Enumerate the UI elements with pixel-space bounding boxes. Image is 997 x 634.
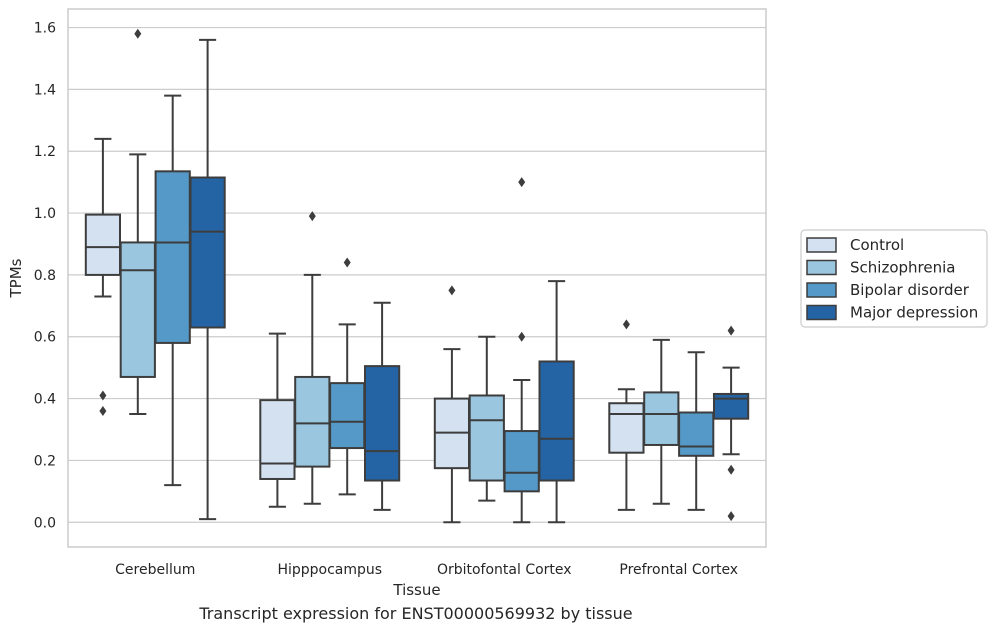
y-tick-label: 0.6 [34,330,56,346]
box-bipolar-disorder [154,94,191,487]
box-major-depression [189,38,226,521]
x-tick-label: Cerebellum [115,562,195,578]
y-tick-label: 0.2 [34,453,56,469]
box-major-depression [363,301,401,511]
box-schizophrenia [468,335,505,502]
x-tick-label: Hipppocampus [277,562,382,578]
outlier-point [727,464,735,475]
box-iqr [363,365,401,482]
x-tick-labels: Cerebellum Hipppocampus Orbitofontal Corte… [115,562,738,578]
outlier-point [308,211,316,222]
box-iqr [678,411,715,457]
box-bipolar-disorder [329,257,366,496]
box-iqr [119,241,156,378]
outlier-point [343,257,351,268]
box-control [259,332,296,508]
legend-frame [800,229,988,328]
box-major-depression [712,325,750,522]
y-axis-label: TPMs [7,258,25,298]
plot-area-frame [67,8,767,548]
box-iqr [329,382,366,450]
box-iqr [294,375,331,468]
box-iqr [643,391,680,446]
y-tick-label: 1.6 [34,21,56,37]
outlier-point [727,511,735,522]
y-tick-label: 1.0 [34,206,56,222]
outlier-point [727,325,735,336]
outlier-point [518,177,526,188]
outlier-point [518,331,526,342]
box-iqr [84,213,122,276]
y-tick-label: 0.8 [34,268,56,284]
legend-swatch [806,282,837,298]
legend-label: Schizophrenia [850,259,955,277]
box-iqr [259,399,296,480]
legend-swatch [806,304,837,321]
outlier-point [448,285,456,296]
y-tick-label: 0.0 [34,515,56,531]
box-major-depression [538,280,575,524]
outlier-point [99,390,107,401]
figure-caption: Transcript expression for ENST0000056993… [199,604,633,623]
x-axis-label: Tissue [392,581,440,599]
box-groups [84,28,750,524]
legend-label: Bipolar disorder [850,281,970,299]
y-tick-label: 0.4 [34,392,56,408]
box-control [433,285,471,524]
box-iqr [538,360,575,482]
outlier-point [99,405,107,416]
box-bipolar-disorder [678,351,715,511]
legend-label: Control [850,236,904,254]
x-tick-label: Orbitofontal Cortex [437,562,572,578]
y-tick-labels: 0.0 0.2 0.4 0.6 0.8 1.0 1.2 1.4 1.6 [34,21,56,532]
box-iqr [468,394,505,482]
box-control [84,137,122,416]
box-iqr [189,176,226,329]
legend-label: Major depression [850,304,978,322]
y-tick-label: 1.4 [34,82,56,98]
legend-swatch [806,237,837,253]
box-bipolar-disorder [503,177,540,524]
y-tick-label: 1.2 [34,144,56,160]
legend-swatch [806,259,837,276]
box-iqr [503,430,540,493]
box-schizophrenia [643,338,680,505]
legend: Control Schizophrenia Bipolar disorder Majo… [800,229,988,328]
box-iqr [608,402,645,454]
box-iqr [154,170,191,344]
box-schizophrenia [119,28,156,416]
x-tick-label: Prefrontal Cortex [619,562,738,578]
outlier-point [622,319,630,330]
outlier-point [134,28,142,39]
box-schizophrenia [294,211,331,505]
box-control [608,319,645,511]
